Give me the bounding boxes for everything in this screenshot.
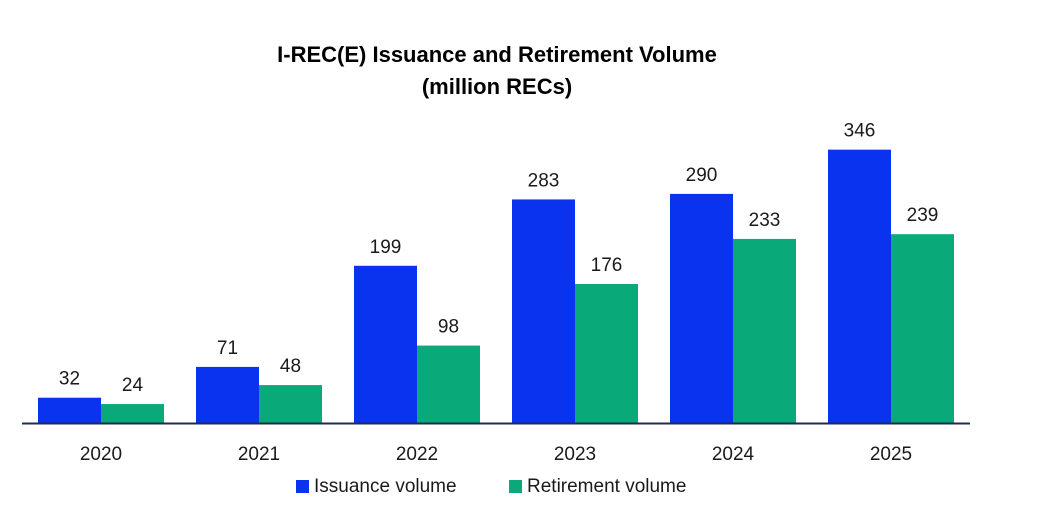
data-labels-layer: 32 24 71 48 199 98 283 176 290 233 346 239 <box>59 121 938 396</box>
bar-issuance-2023 <box>512 199 575 423</box>
data-label-retirement-2022: 98 <box>438 317 459 338</box>
x-tick-label-2021: 2021 <box>238 444 280 465</box>
data-label-retirement-2025: 239 <box>907 205 939 226</box>
bar-retirement-2024 <box>733 238 796 423</box>
data-label-issuance-2024: 290 <box>686 165 718 186</box>
legend: Issuance volume Retirement volume <box>296 476 686 497</box>
bar-issuance-2022 <box>354 265 417 423</box>
legend-swatch-retirement <box>509 480 522 493</box>
data-label-retirement-2023: 176 <box>591 255 623 276</box>
x-tick-label-2023: 2023 <box>554 444 596 465</box>
data-label-retirement-2024: 233 <box>749 210 781 231</box>
bar-issuance-2021 <box>196 366 259 423</box>
data-label-issuance-2022: 199 <box>370 237 402 258</box>
bar-retirement-2020 <box>101 404 164 423</box>
chart-title: I-REC(E) Issuance and Retirement Volume <box>277 42 717 67</box>
x-tick-label-2020: 2020 <box>80 444 122 465</box>
data-label-retirement-2020: 24 <box>122 375 144 396</box>
x-tick-label-2025: 2025 <box>870 444 912 465</box>
data-label-issuance-2020: 32 <box>59 369 80 390</box>
legend-label-retirement: Retirement volume <box>527 476 686 497</box>
bar-retirement-2023 <box>575 283 638 423</box>
data-label-retirement-2021: 48 <box>280 356 301 377</box>
legend-swatch-issuance <box>296 480 309 493</box>
legend-label-issuance: Issuance volume <box>314 476 457 497</box>
x-tick-labels: 2020 2021 2022 2023 2024 2025 <box>80 444 912 465</box>
bar-retirement-2021 <box>259 385 322 423</box>
data-label-issuance-2025: 346 <box>844 121 876 142</box>
data-label-issuance-2023: 283 <box>528 170 560 191</box>
bar-issuance-2025 <box>828 149 891 423</box>
x-tick-label-2022: 2022 <box>396 444 438 465</box>
bar-retirement-2025 <box>891 234 954 423</box>
bar-retirement-2022 <box>417 345 480 423</box>
data-label-issuance-2021: 71 <box>217 338 238 359</box>
x-tick-label-2024: 2024 <box>712 444 755 465</box>
chart-subtitle: (million RECs) <box>422 74 572 99</box>
bars-layer <box>38 149 954 423</box>
bar-issuance-2020 <box>38 397 101 423</box>
bar-issuance-2024 <box>670 193 733 423</box>
